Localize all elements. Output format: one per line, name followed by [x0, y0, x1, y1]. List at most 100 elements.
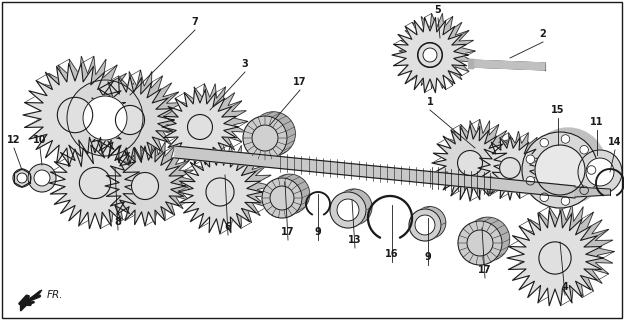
Polygon shape	[178, 150, 262, 234]
Text: 12: 12	[7, 135, 21, 145]
Circle shape	[457, 150, 482, 175]
Circle shape	[330, 192, 366, 228]
Polygon shape	[105, 146, 185, 226]
Circle shape	[500, 158, 520, 179]
Polygon shape	[486, 131, 550, 195]
Circle shape	[415, 215, 435, 235]
Polygon shape	[478, 136, 542, 200]
Circle shape	[83, 96, 127, 140]
Polygon shape	[97, 70, 185, 158]
Circle shape	[535, 145, 585, 195]
Polygon shape	[399, 13, 475, 89]
Polygon shape	[21, 290, 42, 311]
Text: 9: 9	[314, 227, 321, 237]
Text: 17: 17	[478, 265, 492, 275]
Circle shape	[132, 172, 158, 200]
Circle shape	[409, 209, 441, 241]
Text: 17: 17	[293, 77, 307, 87]
Circle shape	[580, 186, 588, 195]
Polygon shape	[188, 144, 273, 228]
Circle shape	[243, 116, 287, 160]
Circle shape	[57, 97, 93, 133]
Text: 13: 13	[348, 235, 362, 245]
Circle shape	[580, 146, 588, 154]
Text: 8: 8	[115, 217, 122, 227]
Circle shape	[586, 158, 614, 186]
Circle shape	[561, 197, 570, 205]
Circle shape	[79, 167, 110, 199]
Circle shape	[251, 112, 295, 156]
Text: 7: 7	[192, 17, 198, 27]
Circle shape	[561, 135, 570, 143]
Circle shape	[28, 164, 56, 192]
Polygon shape	[115, 140, 195, 220]
Polygon shape	[23, 63, 127, 167]
Circle shape	[197, 109, 222, 134]
Circle shape	[414, 207, 446, 239]
Circle shape	[337, 199, 359, 221]
Circle shape	[550, 236, 582, 268]
Polygon shape	[60, 131, 152, 222]
Text: 5: 5	[435, 5, 441, 15]
Text: 16: 16	[385, 249, 399, 259]
Polygon shape	[442, 119, 518, 196]
Circle shape	[13, 169, 31, 187]
Circle shape	[34, 170, 50, 186]
Circle shape	[458, 221, 502, 265]
Polygon shape	[575, 187, 610, 197]
Polygon shape	[470, 60, 545, 70]
Circle shape	[508, 153, 529, 173]
Circle shape	[466, 217, 510, 261]
Circle shape	[141, 167, 168, 194]
Text: 6: 6	[225, 222, 232, 232]
Polygon shape	[162, 89, 238, 164]
Polygon shape	[36, 56, 140, 159]
Text: 10: 10	[33, 135, 47, 145]
Circle shape	[526, 177, 535, 185]
Circle shape	[90, 161, 122, 192]
Text: FR.: FR.	[47, 290, 64, 300]
Circle shape	[578, 150, 622, 194]
Circle shape	[417, 43, 442, 68]
Circle shape	[70, 90, 105, 125]
Circle shape	[217, 172, 245, 200]
Circle shape	[17, 173, 27, 183]
Circle shape	[423, 48, 437, 62]
Polygon shape	[518, 204, 614, 299]
Circle shape	[418, 43, 442, 67]
Circle shape	[424, 38, 449, 63]
Circle shape	[270, 174, 310, 214]
Circle shape	[336, 189, 372, 225]
Circle shape	[539, 242, 571, 274]
Circle shape	[115, 106, 145, 135]
Circle shape	[467, 230, 493, 256]
Polygon shape	[468, 59, 473, 68]
Polygon shape	[392, 17, 468, 92]
Text: 9: 9	[424, 252, 431, 262]
Circle shape	[67, 80, 143, 156]
Text: 1: 1	[427, 97, 434, 107]
Circle shape	[126, 100, 155, 129]
Circle shape	[252, 125, 278, 151]
Circle shape	[188, 115, 213, 140]
Circle shape	[587, 166, 596, 174]
Text: 4: 4	[562, 282, 568, 292]
Text: 17: 17	[281, 227, 295, 237]
Text: 15: 15	[551, 105, 565, 115]
Circle shape	[206, 178, 234, 206]
Polygon shape	[507, 210, 603, 306]
Circle shape	[540, 193, 548, 202]
Circle shape	[270, 186, 294, 210]
Circle shape	[540, 139, 548, 147]
Polygon shape	[432, 125, 508, 201]
Polygon shape	[49, 137, 141, 229]
Circle shape	[526, 155, 535, 164]
Text: 11: 11	[590, 117, 604, 127]
Circle shape	[262, 178, 302, 218]
Polygon shape	[175, 146, 575, 198]
Text: 14: 14	[608, 137, 622, 147]
Circle shape	[522, 132, 598, 208]
Text: 2: 2	[540, 29, 547, 39]
Circle shape	[530, 128, 606, 204]
Polygon shape	[86, 76, 174, 164]
